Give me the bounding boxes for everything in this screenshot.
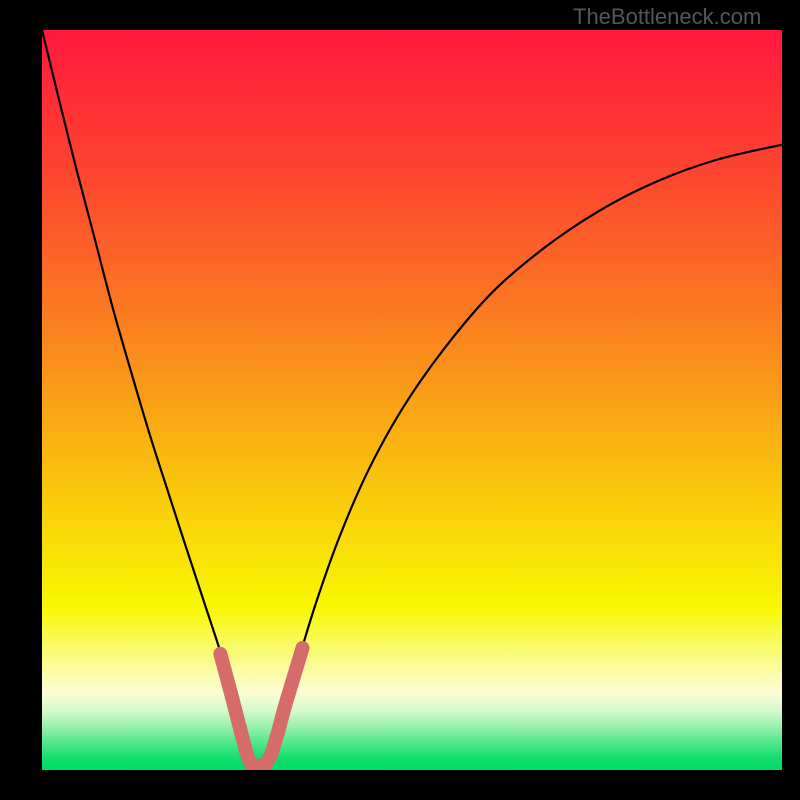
plot-area (42, 30, 782, 770)
watermark-text: TheBottleneck.com (573, 4, 761, 30)
plot-background (42, 30, 782, 770)
plot-svg (42, 30, 782, 770)
